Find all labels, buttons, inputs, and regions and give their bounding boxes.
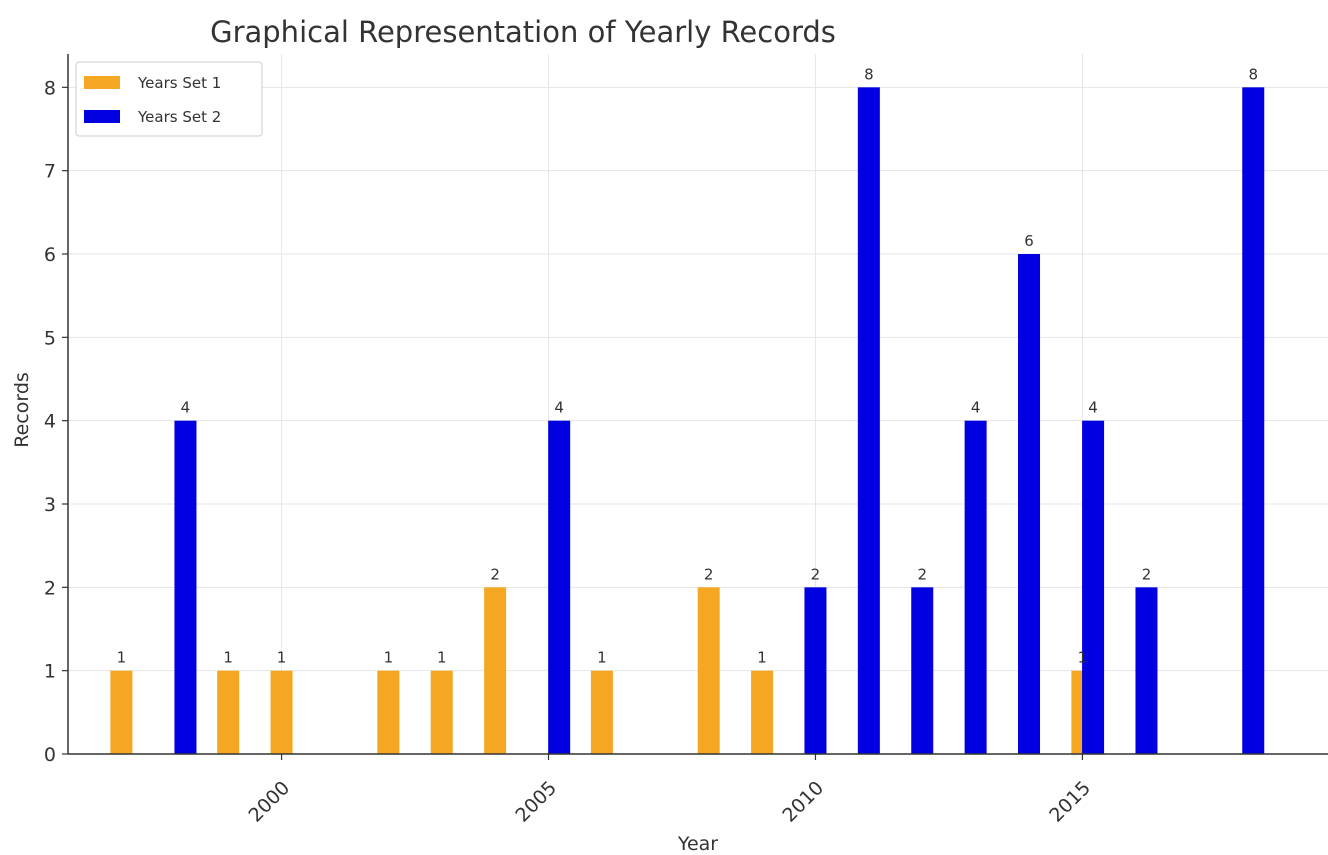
bar [1082,420,1105,754]
bar-value-label: 8 [864,65,874,83]
legend-label-years-set-2: Years Set 2 [137,108,221,126]
bar-value-label: 1 [117,649,127,667]
bar [964,420,987,754]
y-tick-label: 5 [44,327,56,349]
bar [484,587,507,754]
bar-value-label: 6 [1024,232,1034,250]
legend-swatch-years-set-1 [84,76,120,89]
y-tick-label: 2 [44,577,56,599]
y-tick-label: 0 [44,744,56,766]
bar [270,670,293,754]
legend-label-years-set-1: Years Set 1 [137,74,221,92]
bar-value-label: 2 [704,565,714,583]
bar-value-label: 1 [597,649,607,667]
bar [548,420,571,754]
bar [1018,254,1041,754]
bar [857,87,880,755]
bar-value-label: 1 [384,649,394,667]
legend: Years Set 1 Years Set 2 [75,61,263,137]
y-tick-label: 8 [44,77,56,99]
x-tick-label: 2005 [511,777,561,827]
x-axis-title: Year [677,833,718,855]
x-tick-label: 2000 [244,777,294,827]
y-tick-label: 1 [44,661,56,683]
bar [1135,587,1158,754]
bar-value-label: 4 [1088,399,1098,417]
bar-value-label: 2 [1142,565,1152,583]
y-tick-label: 6 [44,244,56,266]
bar-value-label: 8 [1248,65,1258,83]
chart-title: Graphical Representation of Yearly Recor… [210,15,836,49]
bar [430,670,453,754]
bars [110,87,1265,755]
bar [377,670,400,754]
bar-value-label: 1 [277,649,287,667]
bar [751,670,774,754]
y-tick-label: 3 [44,494,56,516]
bar-value-label: 2 [917,565,927,583]
y-tick-label: 4 [44,411,56,433]
legend-swatch-years-set-2 [84,110,120,123]
y-tick-label: 7 [44,161,56,183]
y-axis-title: Records [11,372,33,448]
bar-value-label: 2 [811,565,821,583]
bar-value-label: 1 [1078,649,1088,667]
x-tick-label: 2015 [1045,777,1095,827]
bar [911,587,934,754]
bar-value-label: 1 [437,649,447,667]
bar [1242,87,1265,755]
bar-value-label: 2 [490,565,500,583]
bar-value-label: 4 [971,399,981,417]
bar-value-label: 4 [181,399,191,417]
bar-labels: 1 1 1 1 1 2 1 2 1 1 4 4 2 8 2 4 6 4 2 8 [117,65,1258,666]
bar-value-label: 4 [554,399,564,417]
bar [590,670,613,754]
bar [697,587,720,754]
bar [804,587,827,754]
legend-box [75,61,263,137]
bar-value-label: 1 [757,649,767,667]
bar [174,420,197,754]
bar [110,670,133,754]
x-tick-label: 2010 [778,777,828,827]
bar-value-label: 1 [223,649,233,667]
bar [217,670,240,754]
